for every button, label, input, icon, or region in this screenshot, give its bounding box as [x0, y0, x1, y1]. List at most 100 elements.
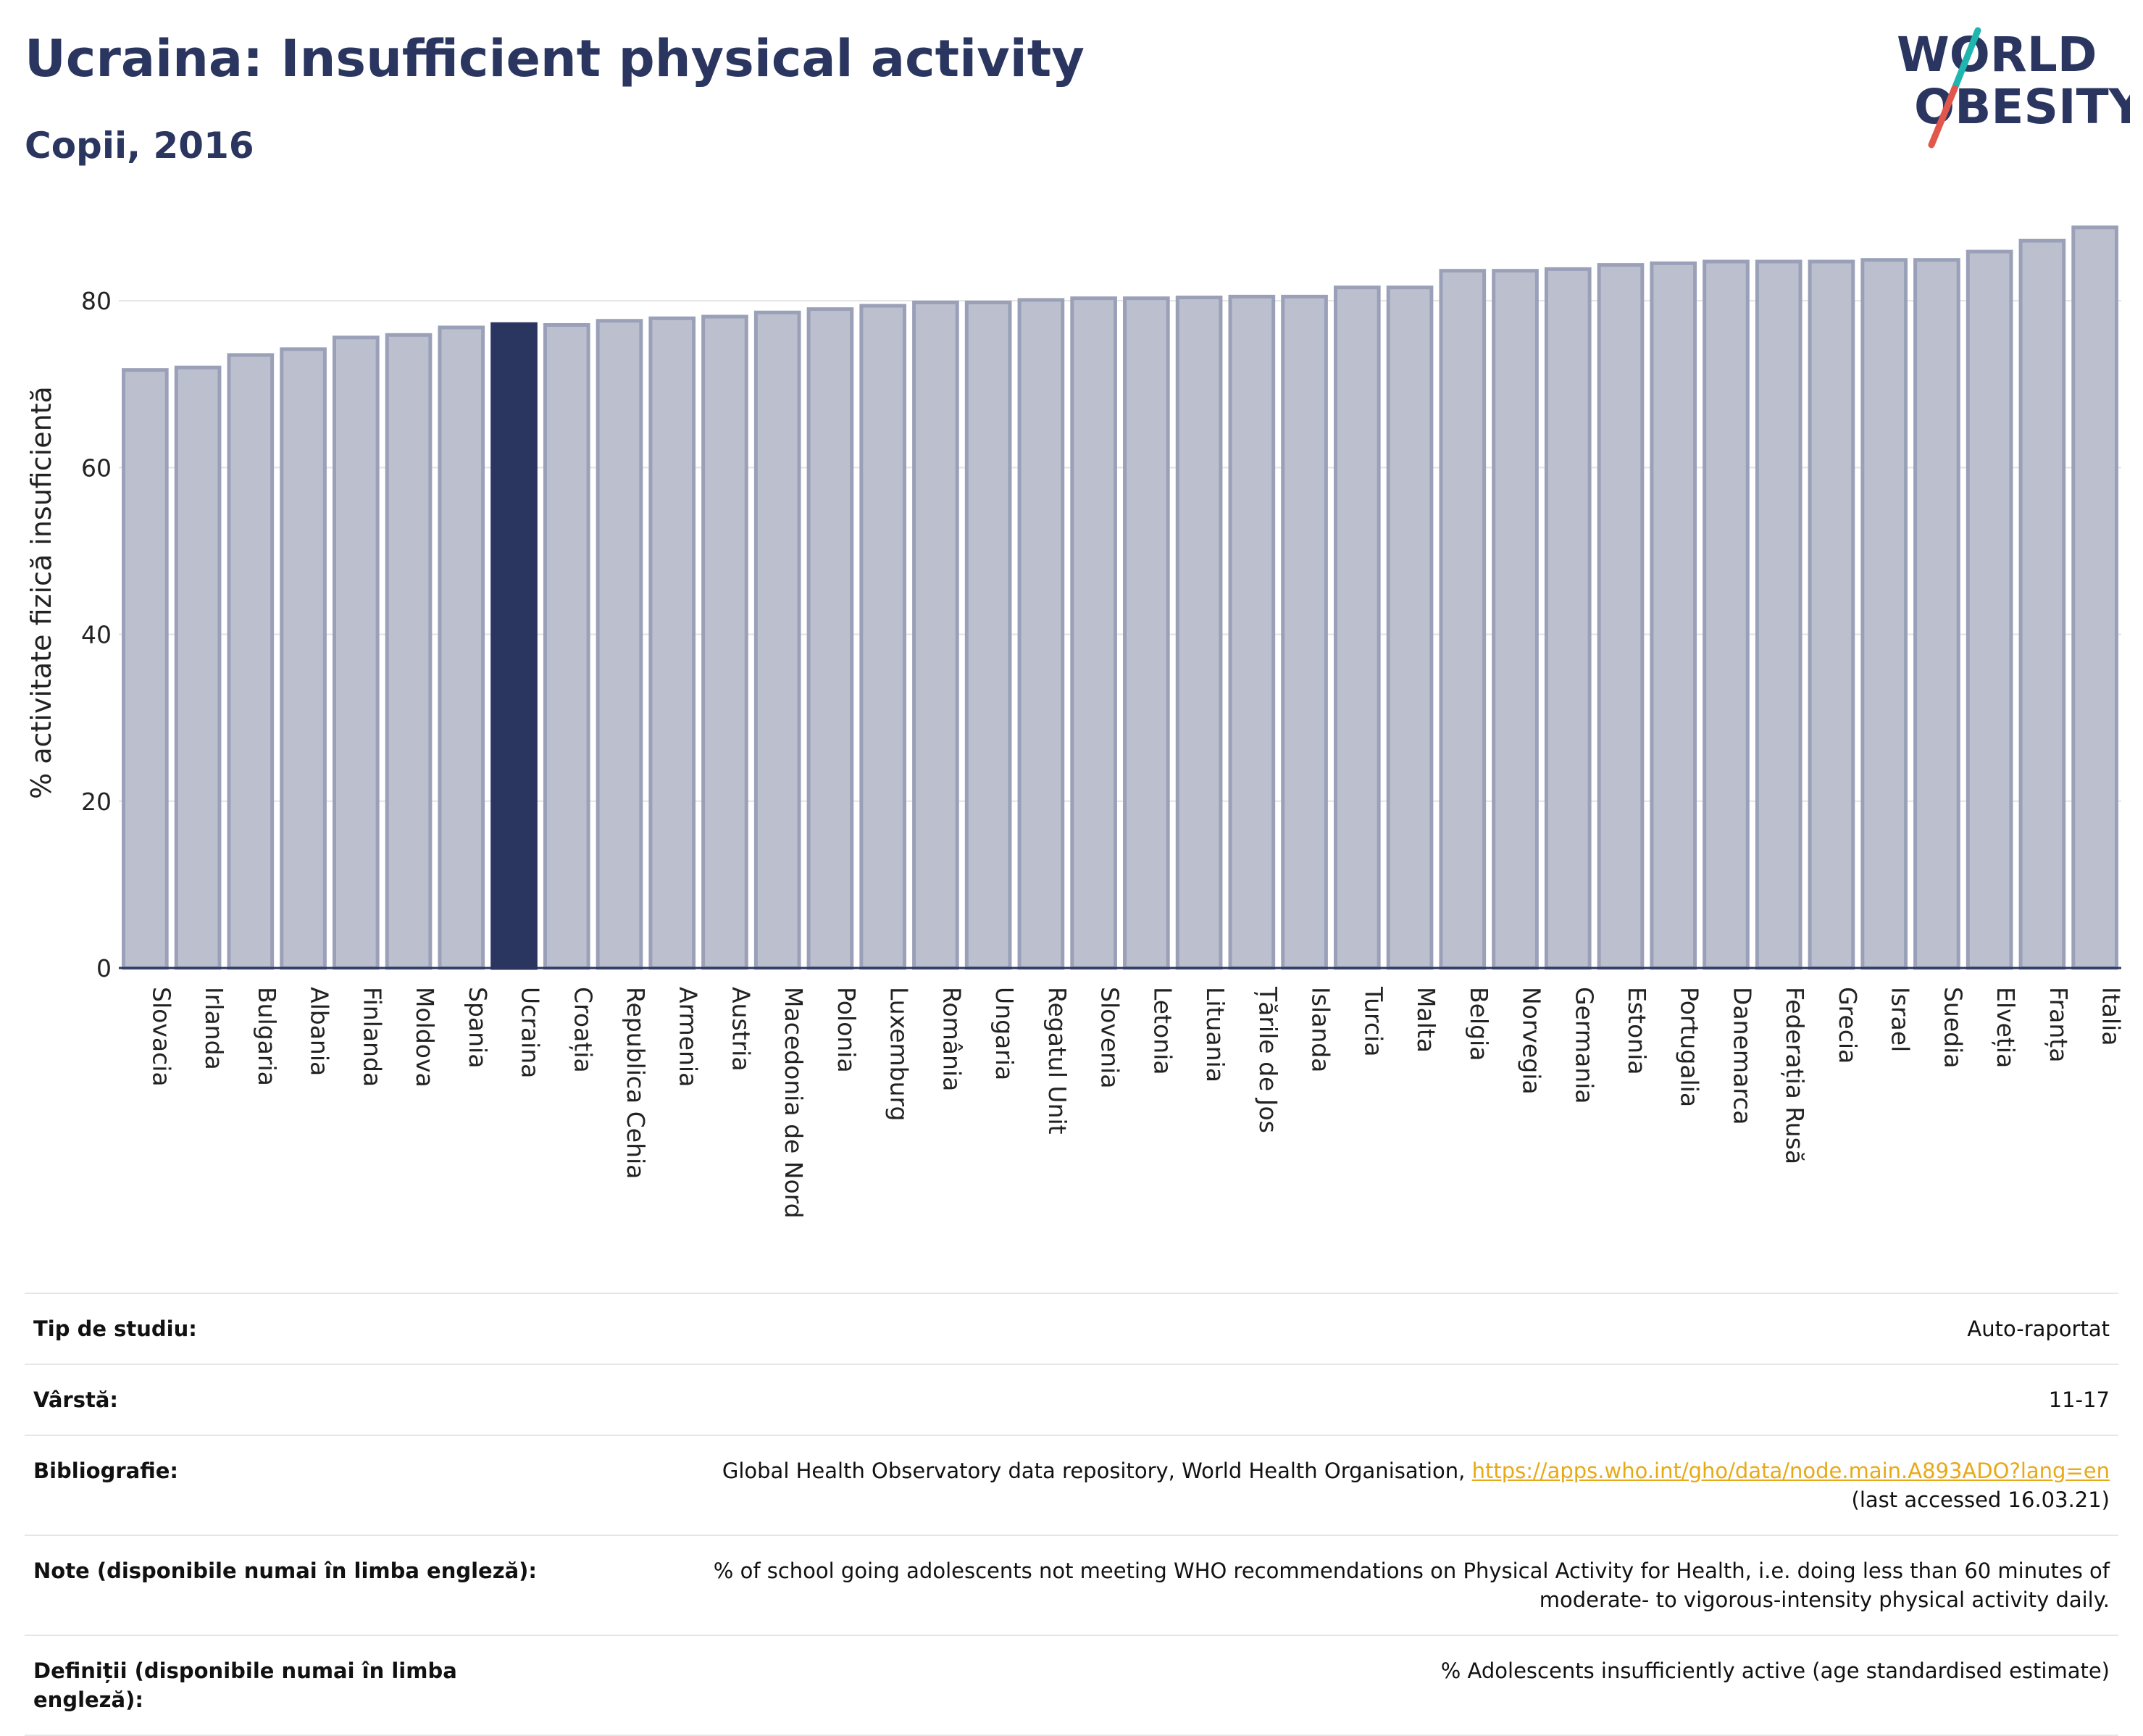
bar	[1860, 258, 1908, 970]
notes-line-1: % of school going adolescents not meetin…	[713, 1558, 2110, 1584]
x-tick-label: Moldova	[411, 987, 439, 1088]
x-tick-label: Macedonia de Nord	[780, 987, 808, 1219]
info-row-age: Vârstă: 11-17	[25, 1364, 2118, 1437]
x-tick-label: Islanda	[1307, 987, 1335, 1072]
x-tick-label: Spania	[464, 987, 492, 1068]
bar	[227, 353, 275, 970]
bar	[2071, 225, 2118, 970]
info-table: Tip de studiu: Auto-raportat Vârstă: 11-…	[25, 1292, 2118, 1736]
y-tick-label: 60	[81, 454, 112, 482]
x-tick-label: Croația	[568, 987, 597, 1073]
x-tick-label: Polonia	[832, 987, 861, 1073]
bar	[1650, 261, 1697, 970]
x-tick-label: Danemarca	[1728, 987, 1756, 1124]
x-tick-label: Ucraina	[517, 987, 545, 1078]
x-tick-label: Republica Cehia	[622, 987, 650, 1179]
info-key: Definiții (disponibile numai în limba en…	[25, 1635, 549, 1736]
logo-slash-teal	[1951, 27, 1981, 92]
bar	[2018, 238, 2066, 970]
info-key: Note (disponibile numai în limba engleză…	[25, 1535, 549, 1637]
x-tick-label: Federația Rusă	[1780, 987, 1809, 1164]
bar	[1386, 285, 1434, 970]
bar	[438, 325, 485, 970]
bar	[806, 307, 854, 970]
x-tick-label: Grecia	[1834, 987, 1862, 1064]
x-tick-label: Bulgaria	[253, 987, 281, 1086]
x-tick-label: Regatul Unit	[1043, 987, 1072, 1135]
definitions-key-line-2: engleză):	[33, 1687, 143, 1713]
bar	[1123, 296, 1170, 970]
x-tick-label: Turcia	[1359, 986, 1387, 1056]
x-axis-labels: Slovacia Irlanda Bulgaria Albania Finlanda Mo…	[147, 986, 2125, 1219]
page-title: Ucraina: Insufficient physical activity	[25, 29, 1085, 88]
x-tick-label: Lituania	[1201, 987, 1229, 1082]
x-tick-label: Luxemburg	[885, 987, 914, 1121]
info-value: Global Health Observatory data repositor…	[549, 1435, 2118, 1537]
bar	[1281, 294, 1328, 970]
bar	[122, 368, 169, 970]
bar	[1703, 259, 1750, 970]
x-tick-label: Austria	[727, 987, 755, 1072]
info-key: Bibliografie:	[25, 1435, 549, 1537]
info-row-bibliography: Bibliografie: Global Health Observatory …	[25, 1435, 2118, 1537]
bar	[753, 310, 801, 970]
world-obesity-logo: WORLD OBESITY	[1897, 27, 2130, 149]
bar-chart: 0 20 40 60 80 Slovacia Irlanda Bulgaria Albania…	[25, 225, 2126, 1219]
y-tick-label: 20	[81, 788, 112, 816]
bar	[596, 319, 643, 970]
page-subtitle: Copii, 2016	[25, 125, 254, 167]
info-key: Vârstă:	[25, 1364, 549, 1437]
bar	[1333, 285, 1381, 970]
bars	[122, 225, 2118, 970]
bar	[1439, 269, 1487, 970]
y-axis-ticks: 0 20 40 60 80	[81, 287, 112, 982]
x-tick-label: Franța	[2044, 987, 2073, 1062]
bar	[1544, 267, 1592, 970]
bar	[1017, 298, 1065, 970]
logo-slash-red	[1928, 85, 1958, 149]
bar	[385, 333, 433, 970]
x-tick-label: Portugalia	[1676, 987, 1704, 1107]
x-tick-label: Belgia	[1465, 987, 1493, 1061]
bibliography-text: Global Health Observatory data repositor…	[722, 1459, 1472, 1484]
bar	[1808, 259, 1855, 970]
x-tick-label: Finlanda	[358, 987, 386, 1087]
bar	[1913, 258, 1960, 970]
x-tick-label: Italia	[2097, 987, 2126, 1046]
x-tick-label: Suedia	[1939, 987, 1967, 1069]
x-tick-label: Albania	[306, 987, 334, 1076]
info-key: Tip de studiu:	[25, 1292, 549, 1366]
x-tick-label: Țările de Jos	[1253, 986, 1282, 1133]
x-tick-label: Irlanda	[200, 987, 228, 1070]
bar	[1755, 259, 1802, 970]
info-value: % Adolescents insufficiently active (age…	[549, 1635, 2118, 1736]
x-tick-label: Malta	[1412, 987, 1440, 1053]
bar	[1597, 263, 1645, 970]
bar	[332, 335, 380, 970]
x-tick-label: Armenia	[674, 987, 703, 1087]
bibliography-link[interactable]: https://apps.who.int/gho/data/node.main.…	[1471, 1459, 2110, 1484]
bar	[1070, 296, 1117, 970]
x-tick-label: Ungaria	[990, 987, 1019, 1080]
y-tick-label: 80	[81, 287, 112, 315]
bar	[912, 300, 959, 970]
x-tick-label: România	[937, 987, 966, 1091]
bar	[1228, 294, 1276, 970]
bar	[1175, 296, 1223, 970]
bar	[964, 300, 1012, 970]
bar	[280, 347, 327, 970]
logo-word-world: WORLD	[1897, 27, 2097, 83]
info-value: % of school going adolescents not meetin…	[549, 1535, 2118, 1637]
bar	[859, 304, 907, 970]
y-tick-label: 40	[81, 621, 112, 649]
info-value: Auto-raportat	[549, 1292, 2118, 1366]
bar	[543, 322, 590, 970]
x-tick-label: Germania	[1570, 987, 1598, 1104]
bibliography-accessed: (last accessed 16.03.21)	[1851, 1487, 2110, 1513]
y-tick-label: 0	[96, 954, 112, 982]
notes-line-2: moderate- to vigorous-intensity physical…	[1539, 1587, 2110, 1613]
bar	[701, 314, 748, 970]
bar	[1966, 249, 2013, 970]
definitions-key-line-1: Definiții (disponibile numai în limba	[33, 1658, 457, 1684]
info-row-definitions: Definiții (disponibile numai în limba en…	[25, 1635, 2118, 1736]
